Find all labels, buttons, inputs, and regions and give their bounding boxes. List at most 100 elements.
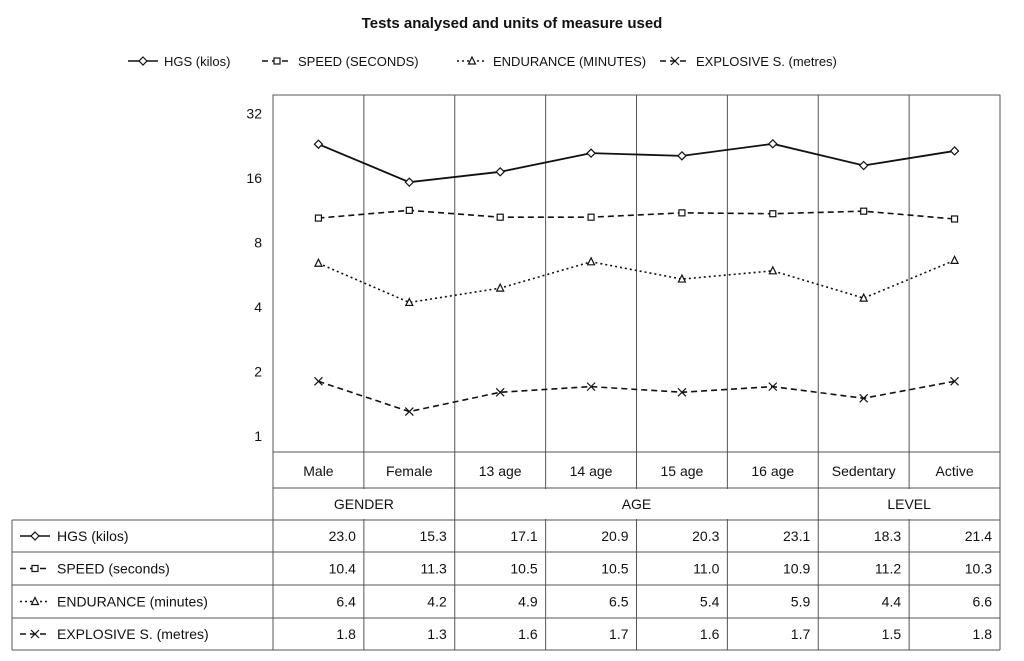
legend-marker-square-icon — [273, 57, 281, 65]
legend-label-1: SPEED (SECONDS) — [298, 54, 419, 69]
data-point — [678, 209, 686, 217]
y-tick-label: 1 — [254, 428, 262, 444]
series-line-2 — [318, 259, 955, 304]
table-cell-value: 21.4 — [965, 528, 992, 544]
table-marker-triangle-icon — [30, 596, 40, 606]
table-cell-value: 17.1 — [510, 528, 537, 544]
table-cell-value: 11.3 — [421, 561, 447, 577]
data-point — [860, 207, 868, 215]
legend-label-2: ENDURANCE (MINUTES) — [493, 54, 646, 69]
table-cell-value: 5.4 — [700, 594, 720, 610]
table-cell-value: 1.5 — [882, 626, 902, 642]
group-label: GENDER — [334, 496, 394, 512]
table-cell-value: 20.9 — [601, 528, 628, 544]
data-point — [496, 213, 504, 221]
table-cell-value: 5.9 — [791, 594, 811, 610]
data-point — [495, 166, 506, 177]
legend-label-0: HGS (kilos) — [164, 54, 230, 69]
chart-title: Tests analysed and units of measure used — [362, 15, 663, 32]
series-line-1 — [318, 209, 955, 220]
data-point — [767, 138, 778, 149]
table-cell-value: 11.2 — [875, 561, 901, 577]
table-cell-value: 1.7 — [609, 626, 629, 642]
y-tick-label: 16 — [246, 170, 262, 186]
table-cell-value: 1.3 — [427, 626, 447, 642]
data-point — [586, 256, 596, 266]
table-cell-value: 1.6 — [518, 626, 538, 642]
table-cell-value: 4.9 — [518, 594, 538, 610]
data-point — [587, 213, 595, 221]
table-cell-value: 10.9 — [783, 561, 810, 577]
data-point — [495, 282, 505, 292]
category-label: Female — [386, 463, 433, 479]
series-line-0 — [318, 142, 955, 184]
data-point — [950, 376, 959, 386]
data-point — [677, 273, 687, 283]
table-cell-value: 10.5 — [601, 561, 628, 577]
category-label: 15 age — [661, 463, 704, 479]
category-label: 16 age — [751, 463, 794, 479]
y-tick-label: 4 — [254, 299, 262, 315]
data-point — [949, 146, 960, 156]
data-point — [586, 148, 596, 158]
table-cell-value: 4.4 — [882, 594, 902, 610]
data-point — [677, 151, 687, 161]
table-cell-value: 23.0 — [329, 528, 356, 544]
category-label: 13 age — [479, 463, 522, 479]
data-point — [859, 393, 869, 403]
category-label: Sedentary — [832, 463, 896, 479]
table-row-label: ENDURANCE (minutes) — [57, 594, 208, 610]
table-cell-value: 11.0 — [693, 561, 719, 577]
data-point — [677, 387, 687, 397]
table-row-label: HGS (kilos) — [57, 528, 129, 544]
category-label: Male — [303, 463, 334, 479]
group-label: AGE — [622, 496, 652, 512]
data-point — [950, 255, 960, 265]
legend-marker-x-icon — [670, 56, 680, 66]
group-label: LEVEL — [887, 496, 931, 512]
table-cell-value: 10.3 — [965, 561, 992, 577]
table-cell-value: 1.7 — [791, 626, 811, 642]
data-point — [313, 257, 323, 267]
data-point — [404, 407, 414, 417]
table-cell-value: 6.5 — [609, 594, 629, 610]
data-point — [586, 382, 596, 392]
table-cell-value: 6.6 — [973, 594, 993, 610]
table-marker-x-icon — [30, 629, 40, 639]
table-cell-value: 10.5 — [510, 561, 537, 577]
data-point — [495, 387, 505, 397]
table-cell-value: 15.3 — [420, 528, 447, 544]
table-marker-diamond-icon — [30, 531, 40, 541]
legend-label-3: EXPLOSIVE S. (metres) — [696, 54, 837, 69]
table-cell-value: 6.4 — [336, 594, 356, 610]
y-tick-label: 2 — [254, 364, 262, 380]
legend-marker-diamond-icon — [138, 56, 148, 66]
data-point — [768, 265, 778, 275]
category-label: 14 age — [570, 463, 613, 479]
data-point — [405, 206, 413, 214]
table-cell-value: 4.2 — [427, 594, 447, 610]
data-point — [404, 297, 414, 307]
series-line-3 — [318, 380, 955, 413]
legend-marker-triangle-icon — [467, 55, 477, 65]
table-cell-value: 20.3 — [692, 528, 719, 544]
data-point — [769, 210, 777, 218]
data-point — [404, 177, 415, 188]
table-cell-value: 10.4 — [329, 561, 356, 577]
y-tick-label: 32 — [246, 106, 262, 122]
table-marker-square-icon — [31, 564, 39, 573]
y-tick-label: 8 — [254, 235, 262, 251]
data-point — [314, 214, 323, 222]
data-point — [859, 292, 869, 302]
group-cell — [455, 489, 818, 519]
table-row-label: SPEED (seconds) — [57, 561, 170, 577]
category-label: Active — [936, 463, 974, 479]
table-cell-value: 1.8 — [336, 626, 356, 642]
table-cell-value: 1.8 — [973, 626, 993, 642]
table-row-label: EXPLOSIVE S. (metres) — [57, 626, 209, 642]
group-cell — [819, 489, 999, 519]
data-point — [768, 382, 778, 392]
table-cell-value: 1.6 — [700, 626, 720, 642]
